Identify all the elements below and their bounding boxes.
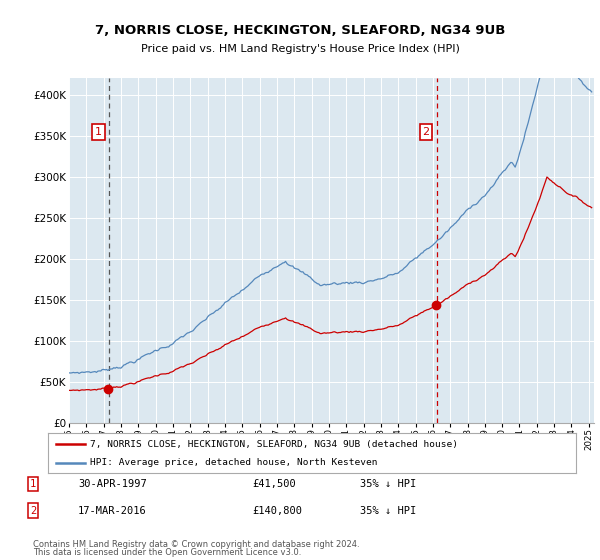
Text: 30-APR-1997: 30-APR-1997	[78, 479, 147, 489]
Text: 1: 1	[30, 479, 36, 489]
Text: 7, NORRIS CLOSE, HECKINGTON, SLEAFORD, NG34 9UB (detached house): 7, NORRIS CLOSE, HECKINGTON, SLEAFORD, N…	[90, 440, 458, 449]
Text: £140,800: £140,800	[252, 506, 302, 516]
Text: 2: 2	[422, 127, 430, 137]
Text: £41,500: £41,500	[252, 479, 296, 489]
Text: 35% ↓ HPI: 35% ↓ HPI	[360, 479, 416, 489]
Text: Contains HM Land Registry data © Crown copyright and database right 2024.: Contains HM Land Registry data © Crown c…	[33, 540, 359, 549]
Text: 35% ↓ HPI: 35% ↓ HPI	[360, 506, 416, 516]
Text: 2: 2	[30, 506, 36, 516]
Text: Price paid vs. HM Land Registry's House Price Index (HPI): Price paid vs. HM Land Registry's House …	[140, 44, 460, 54]
Text: This data is licensed under the Open Government Licence v3.0.: This data is licensed under the Open Gov…	[33, 548, 301, 557]
Text: HPI: Average price, detached house, North Kesteven: HPI: Average price, detached house, Nort…	[90, 458, 378, 467]
Text: 7, NORRIS CLOSE, HECKINGTON, SLEAFORD, NG34 9UB: 7, NORRIS CLOSE, HECKINGTON, SLEAFORD, N…	[95, 24, 505, 38]
Text: 1: 1	[95, 127, 102, 137]
Text: 17-MAR-2016: 17-MAR-2016	[78, 506, 147, 516]
